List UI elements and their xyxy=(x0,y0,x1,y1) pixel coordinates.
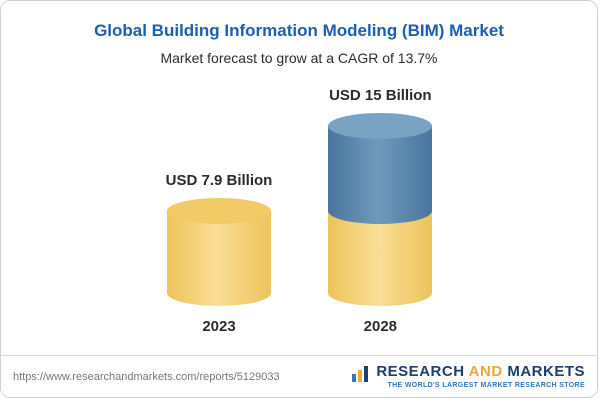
logo-mark-icon xyxy=(350,364,370,389)
bar-group-2028: USD 15 Billion 2028 xyxy=(328,87,433,335)
chart-title: Global Building Information Modeling (BI… xyxy=(94,21,504,40)
cylinder-2028-growth-segment xyxy=(328,126,433,224)
value-label-2023: USD 7.9 Billion xyxy=(165,172,273,189)
cylinder-2023-top-ellipse xyxy=(167,198,271,224)
footer: https://www.researchandmarkets.com/repor… xyxy=(1,355,597,397)
cylinder-2023-body xyxy=(167,211,271,306)
value-label-2028: USD 15 Billion xyxy=(329,87,432,104)
cylinder-2028-base-segment xyxy=(328,211,433,306)
logo-tagline: THE WORLD'S LARGEST MARKET RESEARCH STOR… xyxy=(387,381,585,389)
brand-logo: RESEARCH AND MARKETS THE WORLD'S LARGEST… xyxy=(350,364,585,389)
year-label-2023: 2023 xyxy=(202,318,236,335)
plot-area: USD 7.9 Billion 2023 USD 15 Billion 2028 xyxy=(1,87,597,335)
bar-group-2023: USD 7.9 Billion 2023 xyxy=(166,172,273,335)
chart-subtitle: Market forecast to grow at a CAGR of 13.… xyxy=(160,50,438,66)
logo-text: RESEARCH AND MARKETS THE WORLD'S LARGEST… xyxy=(376,364,585,389)
report-url: https://www.researchandmarkets.com/repor… xyxy=(13,370,280,383)
cylinder-2023 xyxy=(167,198,271,306)
cylinder-2028 xyxy=(328,113,433,306)
logo-wordmark: RESEARCH AND MARKETS xyxy=(376,364,585,381)
logo-word-markets: MARKETS xyxy=(507,363,585,381)
cylinder-2028-top-ellipse xyxy=(328,113,433,139)
year-label-2028: 2028 xyxy=(363,318,398,335)
logo-word-research: RESEARCH xyxy=(376,363,465,381)
logo-word-and: AND xyxy=(468,363,503,381)
